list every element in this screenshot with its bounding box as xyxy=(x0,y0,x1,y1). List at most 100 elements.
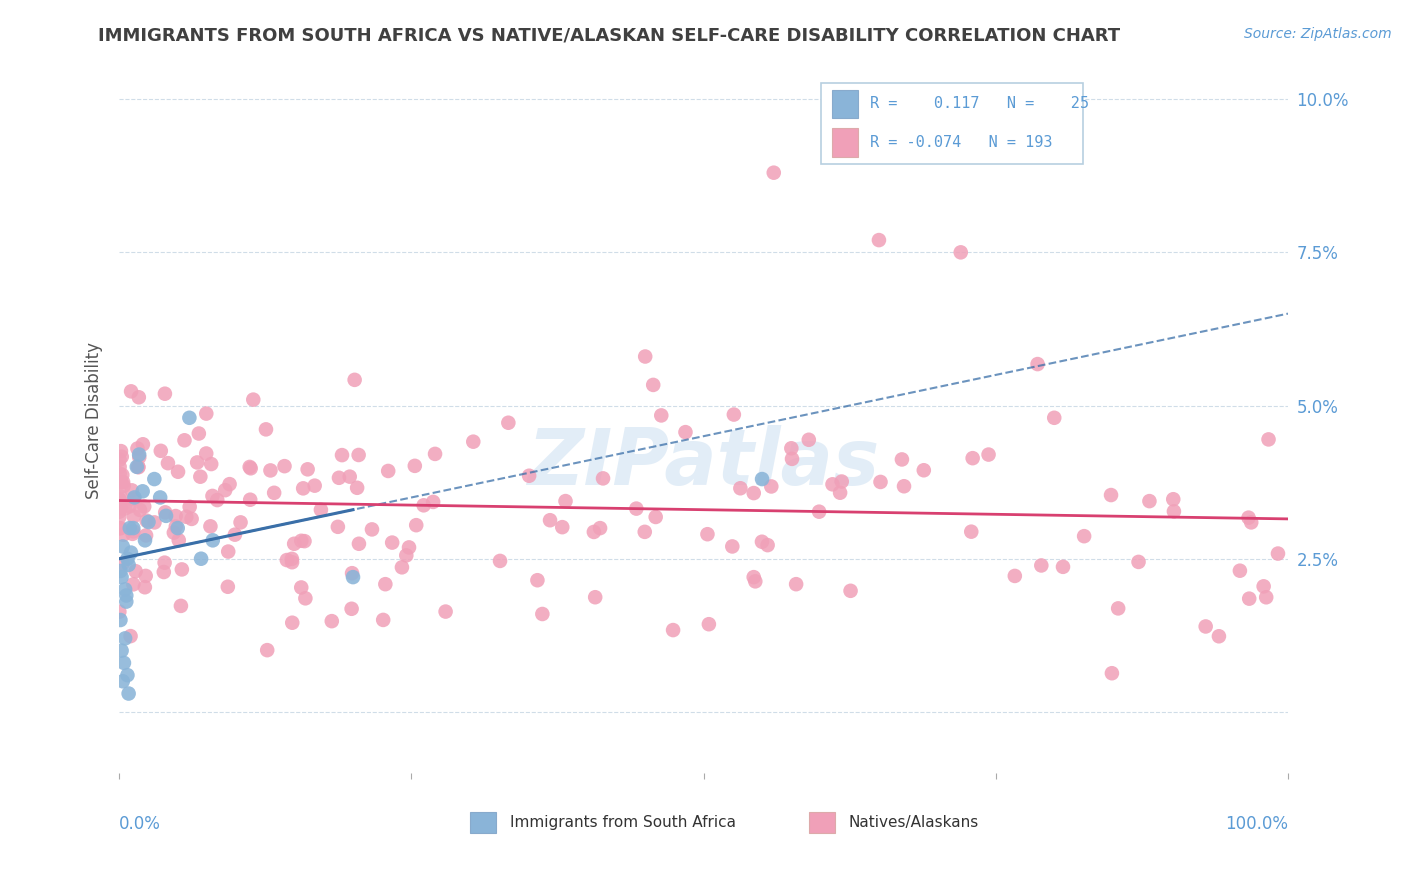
Point xyxy=(190,551,212,566)
Point xyxy=(112,528,135,542)
Point xyxy=(120,384,142,399)
Point xyxy=(890,452,912,467)
Point xyxy=(108,510,131,524)
Point xyxy=(165,509,187,524)
Point xyxy=(373,613,395,627)
Point xyxy=(489,554,512,568)
Point xyxy=(110,643,132,657)
Point xyxy=(112,656,135,670)
Point xyxy=(498,416,520,430)
Point xyxy=(111,450,134,464)
Point xyxy=(328,471,350,485)
Point xyxy=(188,469,211,483)
Point xyxy=(381,535,404,549)
Point xyxy=(114,632,136,646)
Point xyxy=(110,500,132,515)
Point xyxy=(176,509,198,524)
Point xyxy=(108,499,131,513)
Point xyxy=(143,516,166,530)
Point xyxy=(165,519,187,533)
Point xyxy=(526,573,548,587)
Point xyxy=(120,629,142,643)
Point xyxy=(1237,591,1260,606)
Point xyxy=(217,580,239,594)
Point xyxy=(114,582,136,597)
Text: R =    0.117   N =    25: R = 0.117 N = 25 xyxy=(869,96,1088,112)
Point xyxy=(201,533,224,548)
Point xyxy=(374,577,396,591)
Point xyxy=(404,458,426,473)
Point xyxy=(127,460,149,475)
Point xyxy=(207,493,229,508)
Point xyxy=(121,526,143,541)
Point xyxy=(134,533,156,548)
Point xyxy=(153,565,176,579)
Point xyxy=(149,491,172,505)
Point xyxy=(110,490,132,504)
Point xyxy=(1026,357,1049,371)
Point xyxy=(589,521,612,535)
Point xyxy=(259,463,281,477)
Point xyxy=(1107,601,1129,615)
Point xyxy=(254,422,277,436)
Point xyxy=(173,434,195,448)
Point xyxy=(108,452,131,467)
Bar xyxy=(470,812,495,833)
Point xyxy=(125,459,148,474)
Point xyxy=(149,443,172,458)
Point xyxy=(893,479,915,493)
Point xyxy=(214,483,236,498)
Point xyxy=(290,581,312,595)
Point xyxy=(111,557,134,571)
Point xyxy=(134,500,156,514)
Point xyxy=(128,450,150,465)
Point xyxy=(1161,492,1184,507)
Point xyxy=(114,501,136,516)
Point xyxy=(830,485,852,500)
Point xyxy=(1099,488,1122,502)
Point xyxy=(195,446,218,460)
Point xyxy=(110,570,132,584)
Point xyxy=(1004,569,1026,583)
Point xyxy=(153,556,176,570)
Point xyxy=(108,459,131,474)
Point xyxy=(155,505,177,519)
Point xyxy=(626,501,648,516)
Point xyxy=(405,518,427,533)
Point xyxy=(110,444,132,458)
Point xyxy=(122,509,145,524)
Point xyxy=(153,386,176,401)
Point xyxy=(110,613,132,627)
Point xyxy=(377,464,399,478)
Point xyxy=(170,562,193,576)
Point xyxy=(342,570,364,584)
Point xyxy=(551,520,574,534)
Point xyxy=(167,533,190,548)
Bar xyxy=(821,83,1084,163)
Point xyxy=(186,455,208,469)
Point xyxy=(592,471,614,485)
Point xyxy=(200,457,222,471)
Point xyxy=(1031,558,1053,573)
Point xyxy=(108,605,131,619)
Point xyxy=(273,459,295,474)
Point xyxy=(347,448,370,462)
Point xyxy=(723,408,745,422)
Point xyxy=(780,451,803,466)
Point xyxy=(122,521,145,535)
Point xyxy=(756,538,779,552)
Point xyxy=(463,434,485,449)
Point xyxy=(239,492,262,507)
Text: Natives/Alaskans: Natives/Alaskans xyxy=(849,815,979,830)
Point xyxy=(960,524,983,539)
Point xyxy=(124,491,146,505)
Point xyxy=(582,524,605,539)
Point xyxy=(108,505,131,519)
Point xyxy=(122,577,145,591)
Point xyxy=(1128,555,1150,569)
Point xyxy=(423,447,446,461)
Point xyxy=(1256,591,1278,605)
Point xyxy=(179,410,201,425)
Point xyxy=(131,484,153,499)
Point xyxy=(1052,559,1074,574)
